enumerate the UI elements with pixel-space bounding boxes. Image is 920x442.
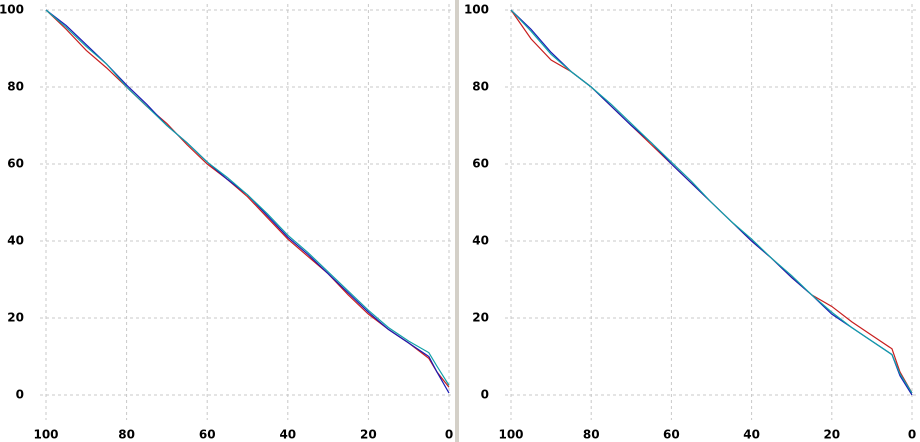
y-tick-label: 80 bbox=[7, 80, 24, 94]
y-tick-label: 0 bbox=[16, 388, 24, 402]
x-tick-label: 80 bbox=[118, 428, 135, 442]
x-tick-label: 40 bbox=[743, 428, 760, 442]
y-tick-label: 20 bbox=[472, 311, 489, 325]
x-tick-label: 20 bbox=[823, 428, 840, 442]
x-tick-label: 0 bbox=[908, 428, 916, 442]
x-tick-label: 60 bbox=[199, 428, 216, 442]
series-line bbox=[45, 9, 450, 394]
x-tick-label: 60 bbox=[663, 428, 680, 442]
y-tick-label: 80 bbox=[472, 80, 489, 94]
splitter[interactable] bbox=[455, 0, 459, 442]
y-tick-label: 0 bbox=[481, 388, 489, 402]
x-tick-label: 40 bbox=[279, 428, 296, 442]
series-line bbox=[510, 9, 913, 394]
y-tick-label: 40 bbox=[7, 234, 24, 248]
y-tick-label: 60 bbox=[472, 157, 489, 171]
x-tick-label: 0 bbox=[445, 428, 453, 442]
x-tick-label: 80 bbox=[583, 428, 600, 442]
series-line bbox=[45, 9, 450, 388]
y-tick-label: 20 bbox=[7, 311, 24, 325]
y-tick-label: 40 bbox=[472, 234, 489, 248]
y-tick-label: 60 bbox=[7, 157, 24, 171]
series-line bbox=[45, 9, 450, 386]
y-tick-label: 100 bbox=[0, 3, 24, 17]
x-tick-label: 20 bbox=[360, 428, 377, 442]
x-tick-label: 100 bbox=[33, 428, 58, 442]
series-line bbox=[510, 9, 913, 394]
y-tick-label: 100 bbox=[464, 3, 489, 17]
x-tick-label: 100 bbox=[498, 428, 523, 442]
